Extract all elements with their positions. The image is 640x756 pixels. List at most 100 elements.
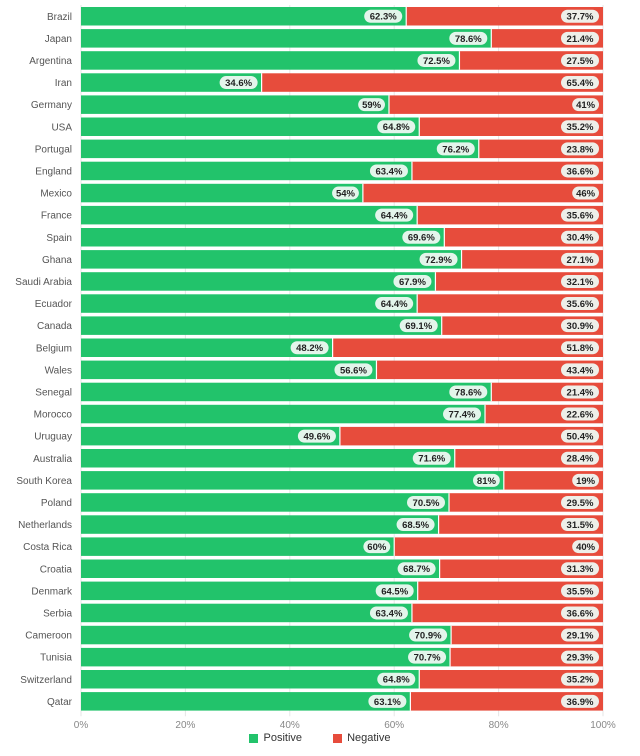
bar-negative (438, 515, 603, 534)
value-label-negative: 46% (576, 188, 596, 199)
category-label: Canada (37, 321, 72, 332)
bar-positive (81, 670, 420, 689)
value-label-positive: 72.5% (423, 56, 450, 67)
bar-negative (419, 670, 603, 689)
value-label-positive: 54% (336, 188, 356, 199)
value-label-negative-bg (561, 562, 599, 576)
category-label: Cameroon (25, 631, 72, 642)
value-label-positive-bg (408, 650, 447, 664)
chart: Brazil 62.3% 37.7% Japan 78.6% 21.4% Argentina… (15, 5, 616, 730)
value-label-negative-bg (561, 451, 599, 465)
value-label-positive: 64.4% (381, 211, 408, 222)
legend-label-negative: Negative (347, 732, 391, 744)
value-label-negative-bg (561, 274, 599, 288)
value-label-positive-bg (412, 451, 451, 465)
value-label-positive: 48.2% (296, 343, 323, 354)
value-label-positive-bg (375, 584, 414, 598)
value-label-negative-bg (561, 208, 599, 222)
value-label-negative: 28.4% (567, 454, 594, 465)
value-label-positive-bg (297, 429, 336, 443)
bar-positive (81, 117, 420, 136)
bar-negative (417, 294, 603, 313)
value-label-negative: 35.2% (567, 122, 594, 133)
value-label-positive: 60% (367, 542, 387, 553)
value-label-negative-bg (561, 650, 599, 664)
value-label-negative-bg (572, 98, 599, 112)
value-label-positive-bg (393, 274, 432, 288)
bar-positive (81, 316, 442, 335)
value-label-negative: 36.6% (567, 608, 594, 619)
value-label-negative-bg (561, 164, 599, 178)
value-label-positive: 49.6% (303, 432, 330, 443)
value-label-positive: 78.6% (455, 34, 482, 45)
value-label-negative: 22.6% (567, 409, 594, 420)
value-label-negative-bg (572, 186, 599, 200)
value-label-positive: 70.7% (414, 653, 441, 664)
value-label-positive: 68.5% (402, 520, 429, 531)
value-label-negative: 35.6% (567, 211, 594, 222)
value-label-positive-bg (397, 562, 436, 576)
value-label-negative: 30.9% (567, 321, 594, 332)
legend-item-negative[interactable]: Negative (333, 732, 391, 744)
category-label: France (41, 211, 73, 222)
bar-negative (441, 316, 603, 335)
legend-swatch-negative (333, 733, 343, 743)
bar-positive (81, 603, 412, 623)
value-label-positive: 69.1% (405, 321, 432, 332)
value-label-positive-bg (377, 672, 416, 686)
bar-negative (362, 183, 603, 203)
x-tick-label: 20% (175, 720, 195, 730)
bar-positive (81, 559, 440, 578)
value-label-negative: 29.3% (567, 653, 594, 664)
bar-positive (81, 382, 492, 402)
category-label: Mexico (40, 189, 72, 200)
value-label-negative: 27.5% (567, 56, 594, 67)
bar-negative (419, 117, 603, 136)
category-label: Ecuador (35, 299, 73, 310)
value-label-positive: 78.6% (455, 387, 482, 398)
category-label: Qatar (47, 697, 73, 708)
value-label-positive-bg (449, 385, 488, 399)
category-label: South Korea (16, 476, 72, 487)
value-label-negative: 35.5% (567, 586, 594, 597)
category-label: USA (51, 122, 72, 133)
value-label-negative: 40% (576, 542, 596, 553)
value-label-negative-bg (561, 628, 599, 642)
value-label-negative: 43.4% (567, 365, 594, 376)
bar-positive (81, 161, 412, 181)
bar-positive (81, 537, 395, 556)
category-label: Spain (46, 233, 72, 244)
category-label: Croatia (40, 564, 73, 575)
value-label-positive-bg (399, 319, 438, 333)
legend: Positive Negative (0, 732, 640, 746)
value-label-negative-bg (561, 142, 599, 156)
bar-positive (81, 29, 492, 48)
value-label-negative: 36.9% (567, 697, 594, 708)
value-label-positive: 76.2% (442, 144, 469, 155)
value-label-positive-bg (358, 98, 385, 112)
value-label-negative-bg (561, 76, 599, 90)
value-label-negative-bg (561, 120, 599, 134)
value-label-negative-bg (561, 672, 599, 686)
legend-item-positive[interactable]: Positive (249, 732, 302, 744)
value-label-positive-bg (396, 518, 435, 532)
value-label-positive: 56.6% (340, 365, 367, 376)
bar-positive (81, 404, 486, 424)
value-label-positive-bg (369, 606, 408, 620)
bar-positive (81, 471, 504, 490)
bar-negative (435, 272, 603, 291)
value-label-positive-bg (375, 208, 414, 222)
value-label-negative: 19% (576, 476, 596, 487)
bar-positive (81, 493, 450, 512)
value-label-positive: 64.8% (383, 122, 410, 133)
value-label-positive-bg (219, 76, 258, 90)
value-label-negative-bg (561, 429, 599, 443)
value-label-negative-bg (561, 53, 599, 67)
value-label-positive-bg (443, 407, 482, 421)
bar-negative (439, 559, 603, 578)
value-label-negative-bg (561, 694, 599, 708)
bar-negative (394, 537, 603, 556)
value-label-negative: 51.8% (567, 343, 594, 354)
value-label-negative: 35.2% (567, 675, 594, 686)
category-label: Portugal (35, 144, 72, 155)
